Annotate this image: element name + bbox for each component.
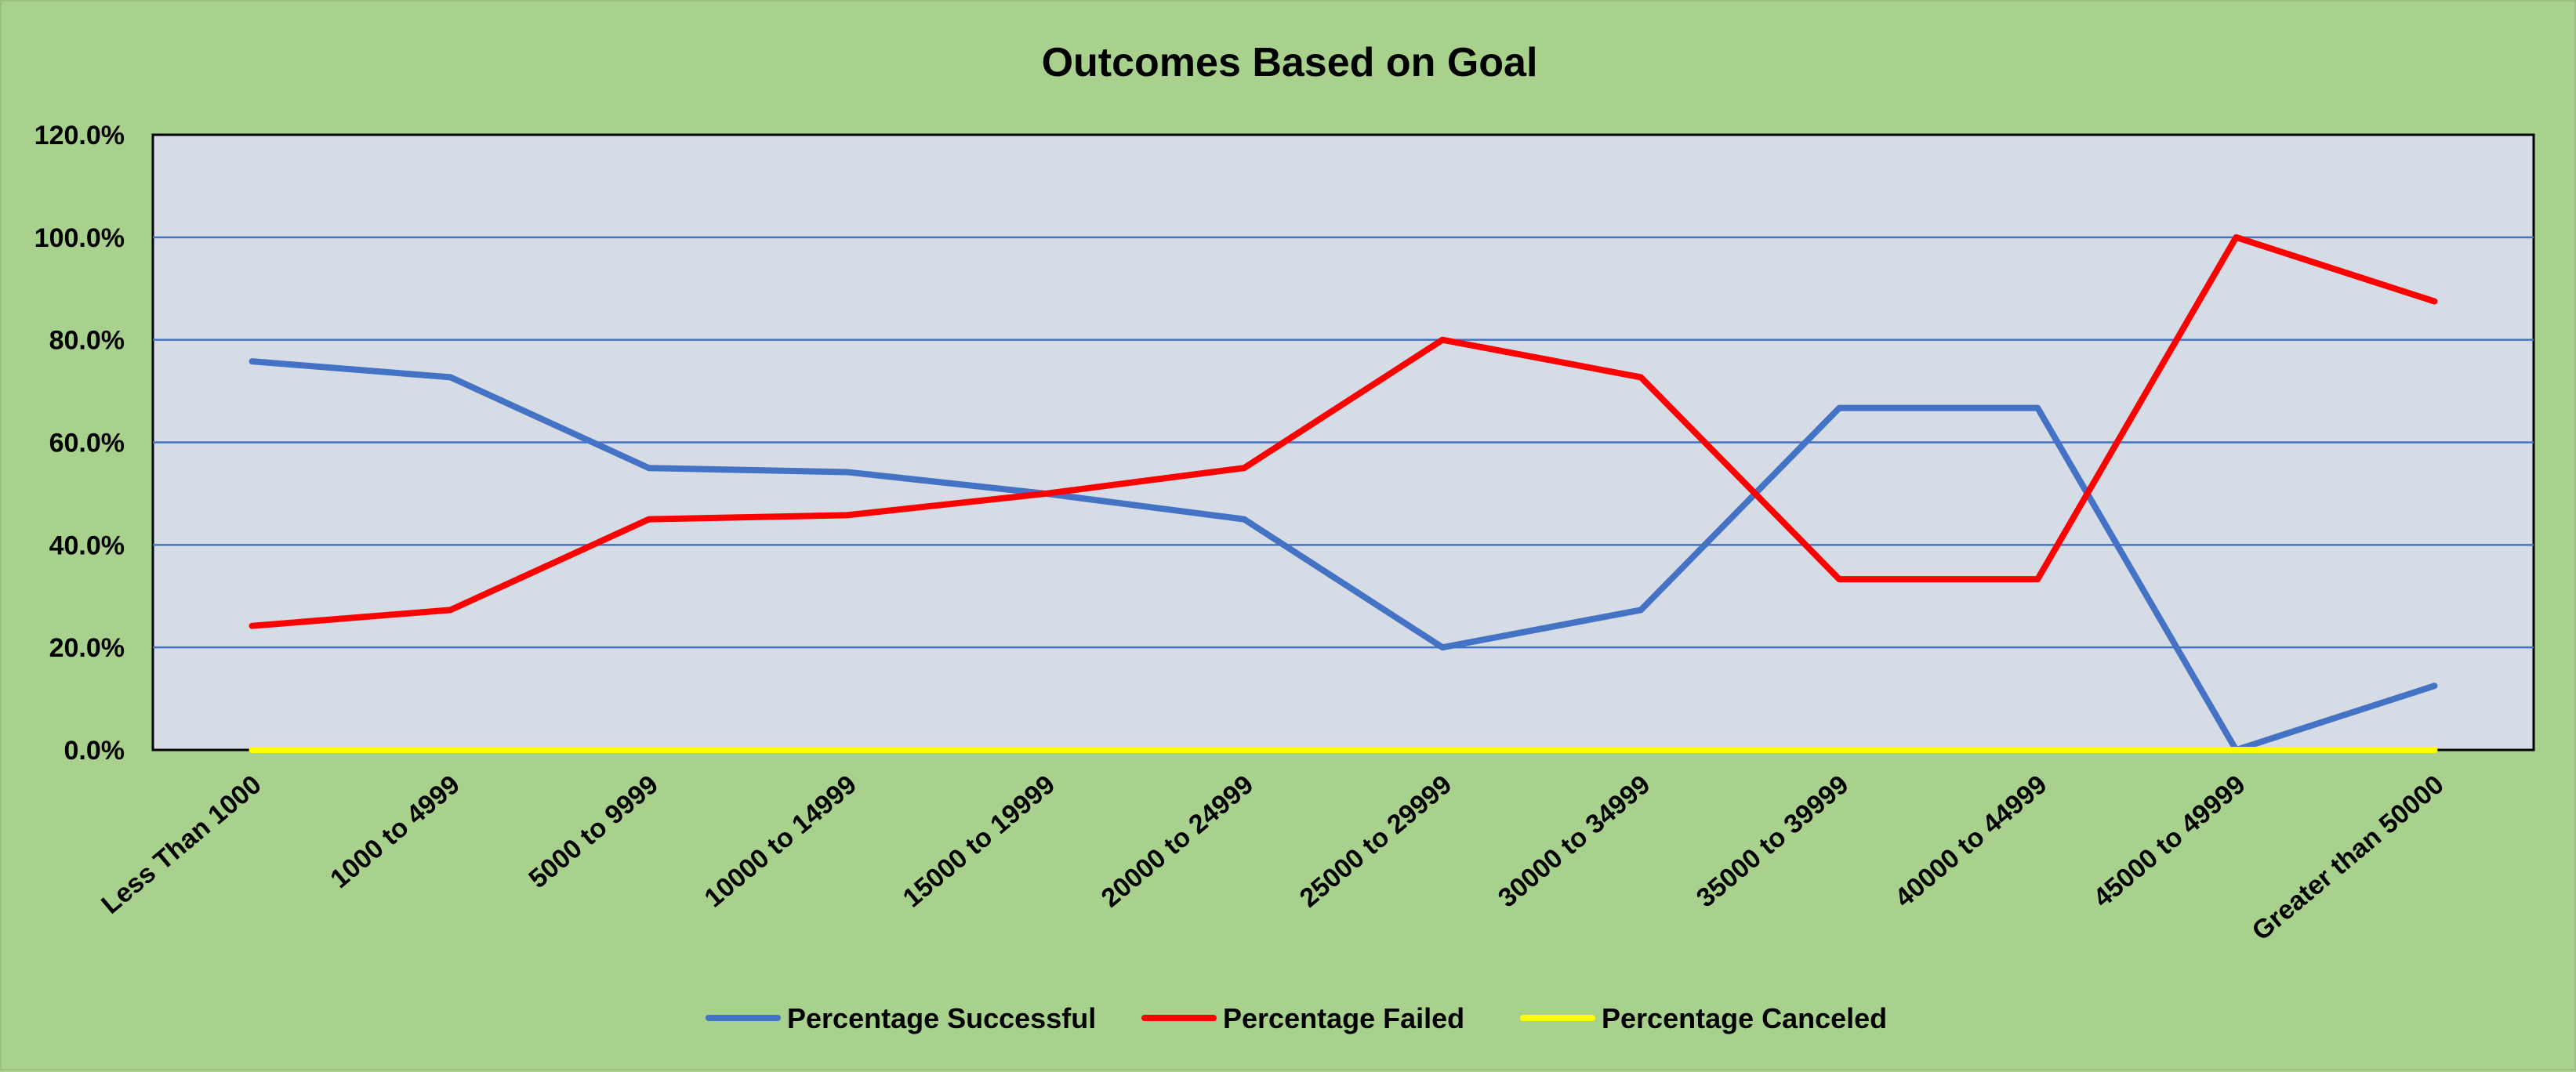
- y-axis-ticks: 0.0% 20.0% 40.0% 60.0% 80.0% 100.0% 120.0%: [34, 121, 125, 766]
- legend-label: Percentage Canceled: [1602, 1002, 1887, 1034]
- x-tick-label: 40000 to 44999: [1889, 770, 2052, 913]
- y-tick-label: 0.0%: [64, 736, 125, 766]
- legend-label: Percentage Successful: [787, 1002, 1096, 1034]
- x-tick-label: 20000 to 24999: [1096, 770, 1259, 913]
- y-tick-label: 60.0%: [49, 429, 125, 458]
- x-tick-label: Greater than 50000: [2247, 770, 2450, 947]
- x-tick-label: 25000 to 29999: [1294, 770, 1457, 913]
- y-tick-label: 40.0%: [49, 531, 125, 560]
- x-axis-ticks: Less Than 1000 1000 to 4999 5000 to 9999 10…: [96, 770, 2449, 947]
- y-tick-label: 20.0%: [49, 633, 125, 663]
- x-tick-label: 35000 to 39999: [1691, 770, 1854, 913]
- x-tick-label: 30000 to 34999: [1493, 770, 1656, 913]
- legend-item: Percentage Canceled: [1523, 1002, 1887, 1034]
- y-tick-label: 100.0%: [34, 223, 125, 253]
- legend-label: Percentage Failed: [1223, 1002, 1464, 1034]
- y-tick-label: 80.0%: [49, 326, 125, 356]
- legend-item: Percentage Failed: [1145, 1002, 1464, 1034]
- x-tick-label: 10000 to 14999: [699, 770, 862, 913]
- x-tick-label: Less Than 1000: [96, 770, 267, 920]
- x-tick-label: 1000 to 4999: [325, 770, 465, 894]
- x-tick-label: 15000 to 19999: [898, 770, 1061, 913]
- chart-title: Outcomes Based on Goal: [1042, 40, 1538, 85]
- legend: Percentage Successful Percentage Failed Pe…: [709, 1002, 1887, 1034]
- x-tick-label: 45000 to 49999: [2088, 770, 2251, 913]
- legend-item: Percentage Successful: [709, 1002, 1096, 1034]
- x-tick-label: 5000 to 9999: [523, 770, 663, 894]
- y-tick-label: 120.0%: [34, 121, 125, 150]
